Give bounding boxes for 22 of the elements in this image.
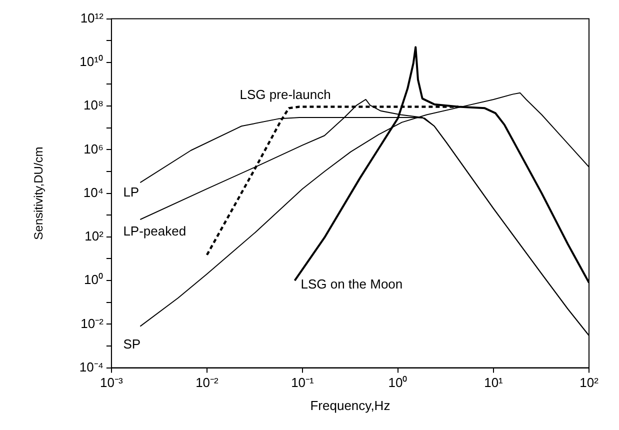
- y-tick-label: 10¹⁰: [80, 54, 104, 70]
- series-label: LP-peaked: [123, 224, 186, 239]
- x-tick-label: 10¹: [484, 375, 504, 390]
- series-label: LSG pre-launch: [240, 87, 331, 102]
- y-tick-label: 10⁻⁴: [79, 359, 104, 374]
- y-tick-label: 10⁻²: [80, 316, 104, 331]
- y-tick-label: 10²: [84, 228, 104, 244]
- y-tick-label: 10⁴: [83, 184, 104, 200]
- x-tick-label: 10⁻³: [100, 375, 124, 390]
- x-axis-title: Frequency,Hz: [310, 398, 390, 413]
- x-tick-label: 10⁰: [388, 375, 408, 390]
- y-tick-label: 10⁶: [84, 141, 104, 156]
- y-tick-label: 10⁰: [84, 272, 104, 288]
- series-label: LP: [123, 184, 140, 200]
- x-tick-label: 10⁻²: [196, 375, 220, 390]
- y-tick-label: 10⁸: [83, 98, 104, 113]
- y-axis-title: Sensitivity,DU/cm: [32, 146, 46, 240]
- x-tick-label: 10²: [580, 375, 600, 390]
- series-label: LSG on the Moon: [300, 276, 403, 292]
- x-tick-label: 10⁻¹: [291, 375, 315, 390]
- series-label: SP: [123, 336, 141, 352]
- y-tick-label: 10¹²: [80, 10, 104, 26]
